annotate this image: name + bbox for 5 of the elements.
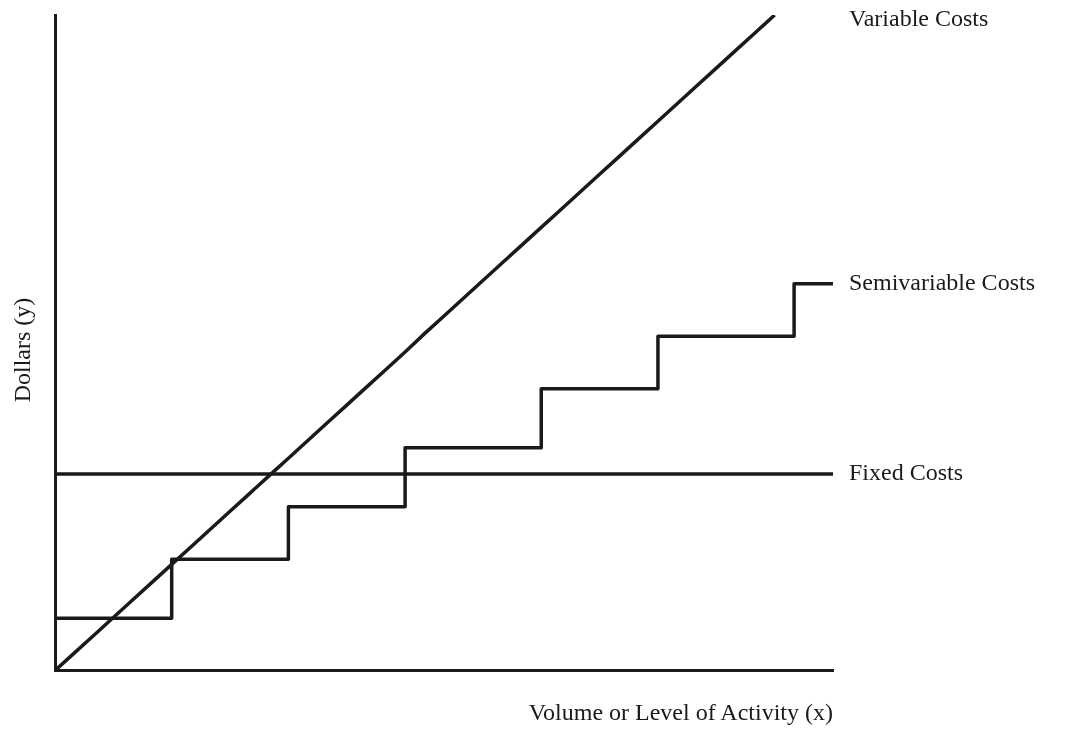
- y-axis-title: Dollars (y): [9, 297, 35, 403]
- series-label: Semivariable Costs: [849, 269, 1035, 296]
- series-label: Fixed Costs: [849, 459, 964, 486]
- x-axis-title: Volume or Level of Activity (x): [528, 699, 833, 725]
- text: Variable Costs: [849, 5, 989, 32]
